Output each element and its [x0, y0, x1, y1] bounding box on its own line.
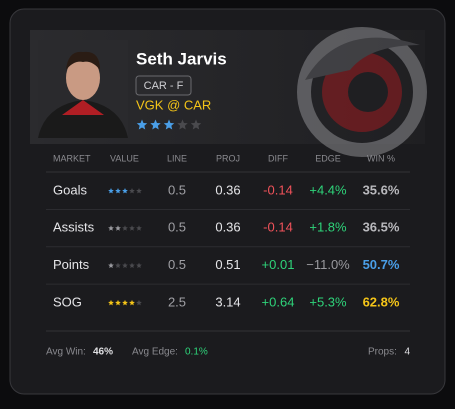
- star-filled: [108, 299, 114, 306]
- star-empty: [136, 299, 142, 306]
- matchup: VGK @ CAR: [136, 97, 211, 112]
- cell-diff: +0.01: [262, 257, 295, 272]
- cell-line: 2.5: [168, 294, 186, 309]
- cell-diff: -0.14: [263, 182, 293, 197]
- props-label: Props:: [368, 347, 397, 358]
- cell-win: 36.5%: [363, 220, 400, 235]
- star-empty: [122, 225, 128, 231]
- column-header: EDGE: [315, 153, 341, 163]
- cell-line: 0.5: [168, 182, 186, 197]
- avg-win: 46%: [93, 347, 113, 358]
- star-empty: [177, 119, 188, 130]
- cell-market: Assists: [53, 220, 95, 235]
- column-header: PROJ: [216, 153, 240, 163]
- star-filled: [136, 119, 148, 130]
- badge-box: [135, 75, 192, 96]
- star-filled: [115, 225, 121, 231]
- star-empty: [136, 188, 142, 194]
- star-filled: [163, 119, 175, 130]
- cell-diff: -0.14: [263, 220, 293, 235]
- star-empty: [136, 225, 142, 231]
- player-name: Seth Jarvis: [136, 49, 227, 68]
- props-count: 4: [404, 347, 410, 358]
- cell-edge: −11.0%: [306, 257, 350, 272]
- avg-win-label: Avg Win:: [46, 347, 86, 358]
- star-empty: [190, 119, 202, 130]
- avg-edge: 0.1%: [185, 347, 208, 358]
- star-filled: [122, 188, 128, 194]
- cell-market: Points: [53, 257, 90, 272]
- cell-edge: +1.8%: [309, 220, 347, 235]
- star-empty: [115, 262, 121, 269]
- cell-diff: +0.64: [262, 294, 295, 309]
- cell-line: 0.5: [168, 220, 186, 235]
- column-header: LINE: [167, 153, 187, 163]
- cell-win: 62.8%: [363, 294, 400, 309]
- star-empty: [129, 188, 135, 194]
- star-empty: [136, 262, 142, 269]
- cell-edge: +5.3%: [309, 294, 347, 309]
- player-photo: [38, 40, 128, 138]
- column-header: DIFF: [268, 153, 288, 163]
- star-filled: [115, 299, 121, 306]
- star-filled: [108, 188, 114, 194]
- column-header: MARKET: [53, 153, 91, 163]
- cell-line: 0.5: [168, 257, 186, 272]
- star-filled: [108, 225, 114, 231]
- avg-edge-label: Avg Edge:: [132, 347, 178, 358]
- star-filled: [150, 119, 161, 130]
- cell-market: SOG: [53, 294, 82, 309]
- cell-market: Goals: [53, 182, 87, 197]
- star-empty: [129, 262, 135, 269]
- cell-proj: 0.51: [215, 257, 240, 272]
- cell-win: 50.7%: [363, 257, 400, 272]
- star-empty: [129, 225, 135, 231]
- position-badge: CAR - F: [144, 80, 184, 92]
- star-filled: [115, 188, 121, 194]
- star-filled: [108, 262, 114, 269]
- column-header: WIN %: [367, 153, 395, 163]
- team-logo: [297, 27, 427, 157]
- star-filled: [129, 299, 135, 306]
- cell-proj: 0.36: [215, 220, 240, 235]
- cell-proj: 0.36: [215, 182, 240, 197]
- star-empty: [122, 262, 128, 269]
- cell-win: 35.6%: [363, 182, 400, 197]
- cell-proj: 3.14: [215, 294, 240, 309]
- column-header: VALUE: [110, 153, 139, 163]
- cell-edge: +4.4%: [309, 182, 347, 197]
- star-filled: [122, 299, 128, 306]
